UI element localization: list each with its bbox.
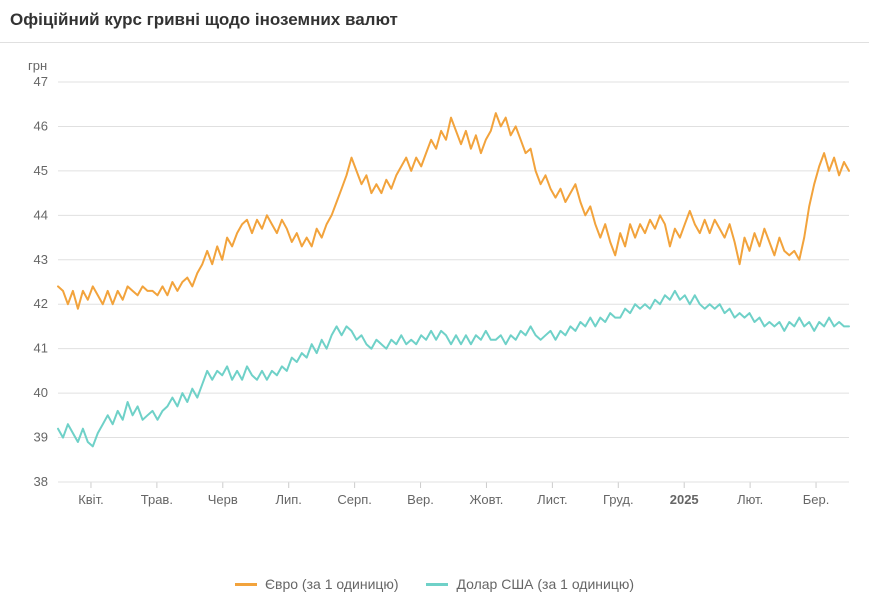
svg-text:Жовт.: Жовт. bbox=[470, 492, 504, 507]
svg-text:Серп.: Серп. bbox=[337, 492, 372, 507]
legend-label-usd: Долар США (за 1 одиницю) bbox=[456, 576, 634, 592]
legend-swatch-usd bbox=[426, 583, 448, 586]
svg-text:45: 45 bbox=[34, 163, 48, 178]
legend-swatch-euro bbox=[235, 583, 257, 586]
svg-text:2025: 2025 bbox=[670, 492, 699, 507]
svg-text:Бер.: Бер. bbox=[803, 492, 830, 507]
svg-text:Черв: Черв bbox=[208, 492, 238, 507]
legend-item-usd: Долар США (за 1 одиницю) bbox=[426, 576, 634, 592]
svg-text:46: 46 bbox=[34, 118, 48, 133]
svg-text:40: 40 bbox=[34, 385, 48, 400]
chart-title: Офіційний курс гривні щодо іноземних вал… bbox=[10, 10, 398, 30]
svg-text:Лист.: Лист. bbox=[537, 492, 567, 507]
svg-text:Квіт.: Квіт. bbox=[78, 492, 104, 507]
svg-text:39: 39 bbox=[34, 430, 48, 445]
legend-label-euro: Євро (за 1 одиницю) bbox=[265, 576, 399, 592]
svg-text:41: 41 bbox=[34, 341, 48, 356]
svg-text:38: 38 bbox=[34, 474, 48, 489]
svg-text:44: 44 bbox=[34, 207, 48, 222]
svg-text:Лип.: Лип. bbox=[275, 492, 301, 507]
svg-text:Трав.: Трав. bbox=[141, 492, 173, 507]
plot-area: грн 38 39 40 41 42 43 44 45 46 47 Квіт. Трав. Черв Ли… bbox=[0, 42, 869, 600]
y-axis-unit: грн bbox=[28, 58, 47, 73]
legend: Євро (за 1 одиницю) Долар США (за 1 один… bbox=[0, 573, 869, 593]
svg-text:Вер.: Вер. bbox=[407, 492, 434, 507]
svg-text:43: 43 bbox=[34, 252, 48, 267]
chart-container: Офіційний курс гривні щодо іноземних вал… bbox=[0, 0, 869, 600]
legend-item-euro: Євро (за 1 одиницю) bbox=[235, 576, 399, 592]
svg-text:47: 47 bbox=[34, 74, 48, 89]
svg-text:Лют.: Лют. bbox=[737, 492, 763, 507]
chart-svg: 38 39 40 41 42 43 44 45 46 47 Квіт. Трав. Черв Лип. Се… bbox=[0, 42, 869, 562]
svg-text:Груд.: Груд. bbox=[603, 492, 634, 507]
svg-text:42: 42 bbox=[34, 296, 48, 311]
